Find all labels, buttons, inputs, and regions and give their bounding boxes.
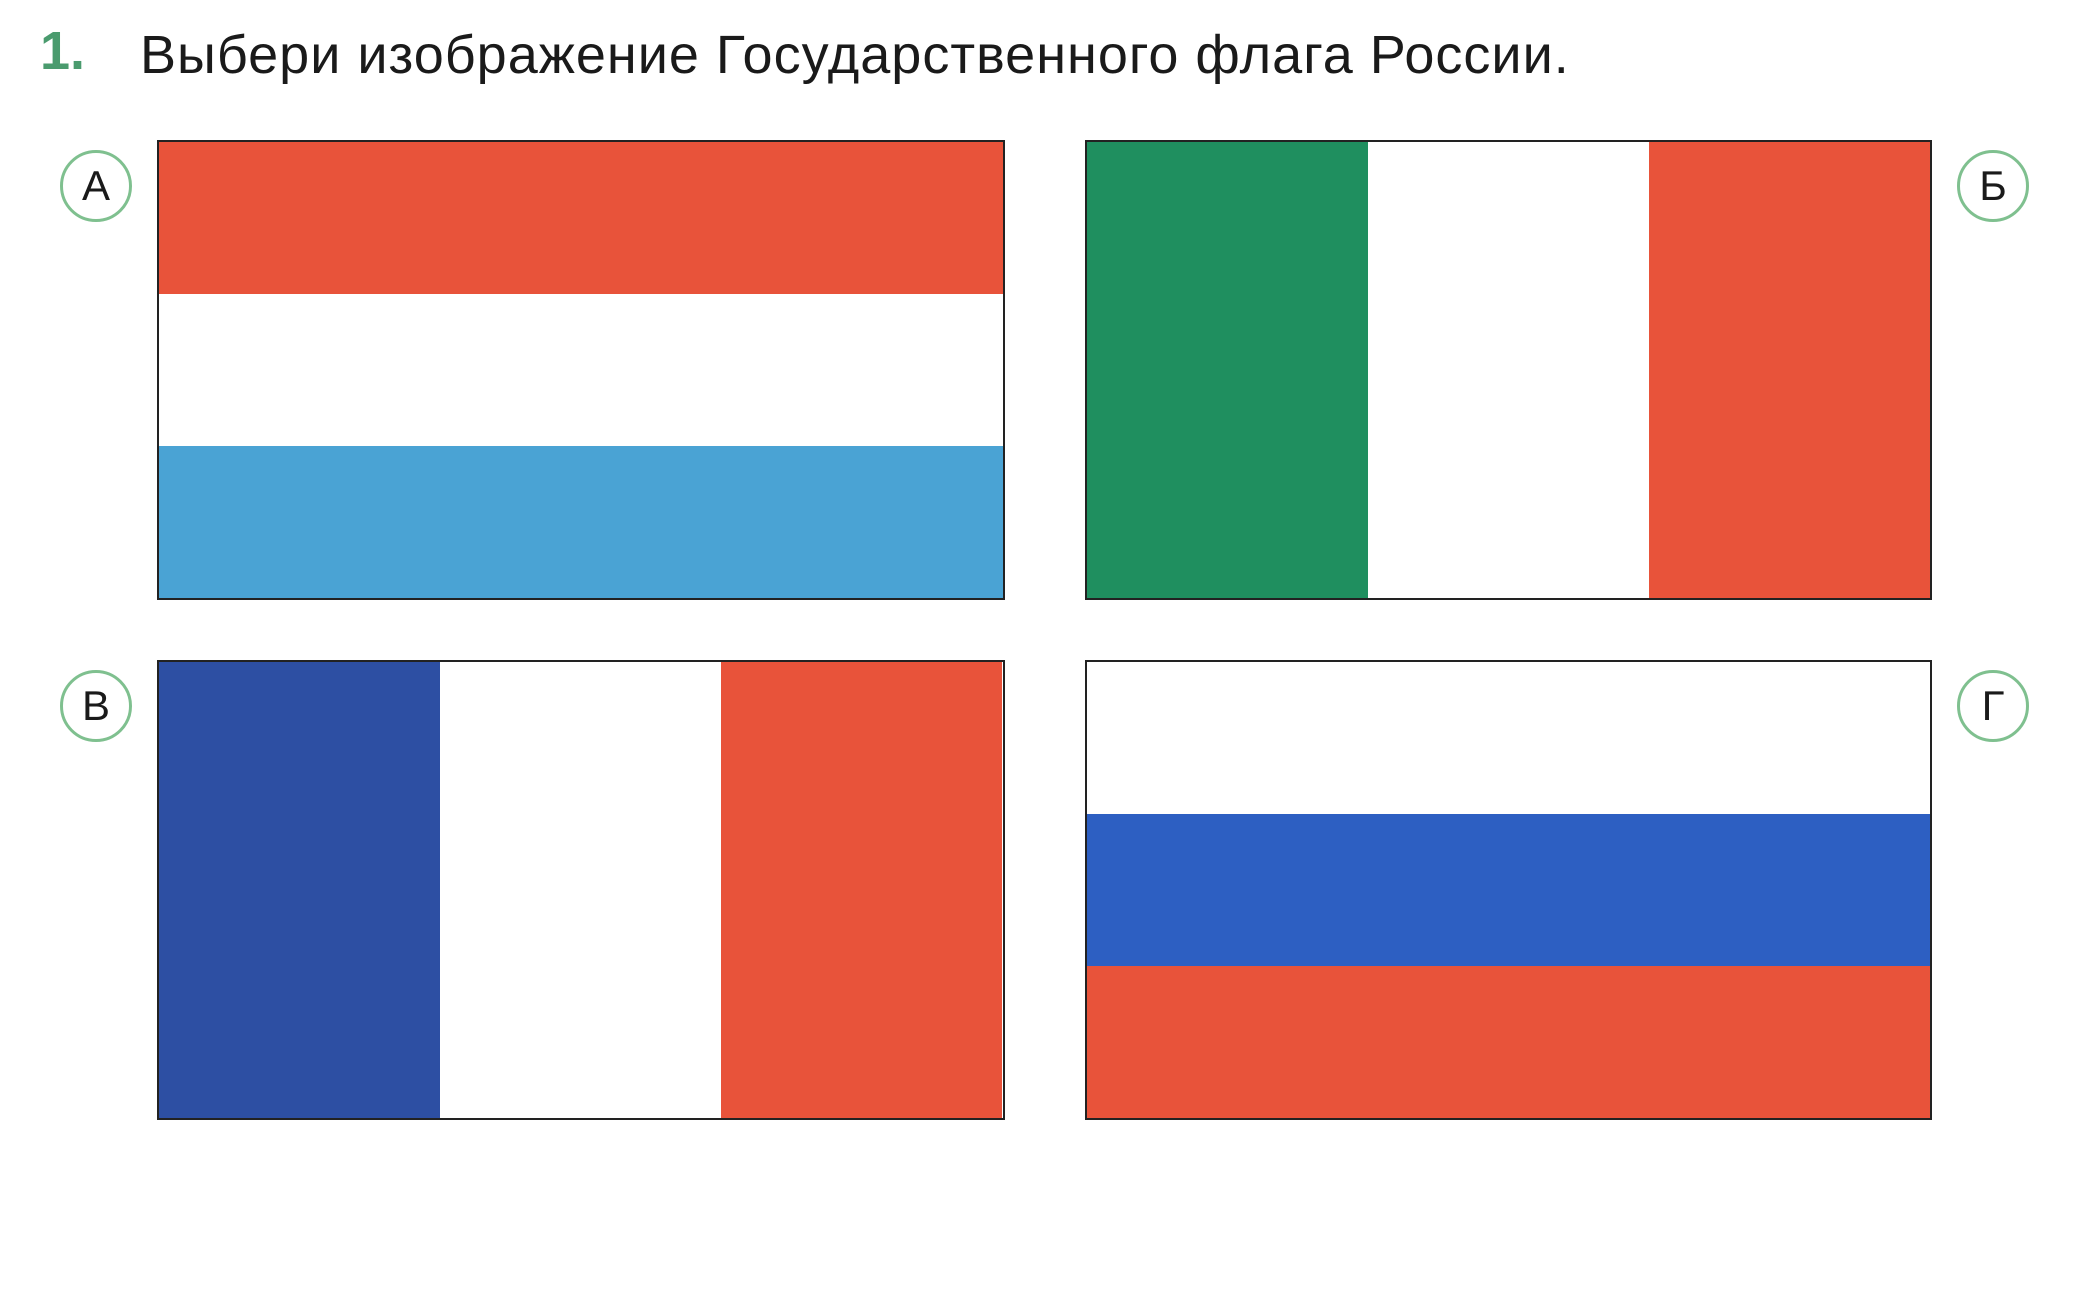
flags-grid: А Б В Г: [40, 140, 2049, 1120]
flag-stripe: [1368, 142, 1649, 598]
flag-b: [1085, 140, 1933, 600]
question-text: Выбери изображение Государственного флаг…: [140, 20, 2049, 90]
flag-stripe: [1649, 142, 1930, 598]
question-header: 1. Выбери изображение Государственного ф…: [40, 20, 2049, 90]
flag-stripe: [440, 662, 721, 1118]
flag-stripe: [1087, 662, 1931, 814]
flag-stripe: [159, 446, 1003, 598]
option-b-cell: Б: [1085, 140, 2030, 600]
flag-stripe: [159, 142, 1003, 294]
option-v-badge[interactable]: В: [60, 670, 132, 742]
flag-stripe: [721, 662, 1002, 1118]
flag-stripe: [1087, 814, 1931, 966]
flag-a: [157, 140, 1005, 600]
flag-stripe: [159, 662, 440, 1118]
flag-v: [157, 660, 1005, 1120]
option-v-cell: В: [60, 660, 1005, 1120]
option-a-badge[interactable]: А: [60, 150, 132, 222]
flag-stripe: [1087, 142, 1368, 598]
flag-stripe: [159, 294, 1003, 446]
question-number: 1.: [40, 20, 100, 82]
option-a-cell: А: [60, 140, 1005, 600]
option-g-cell: Г: [1085, 660, 2030, 1120]
flag-stripe: [1087, 966, 1931, 1118]
flag-g: [1085, 660, 1933, 1120]
option-b-badge[interactable]: Б: [1957, 150, 2029, 222]
option-g-badge[interactable]: Г: [1957, 670, 2029, 742]
